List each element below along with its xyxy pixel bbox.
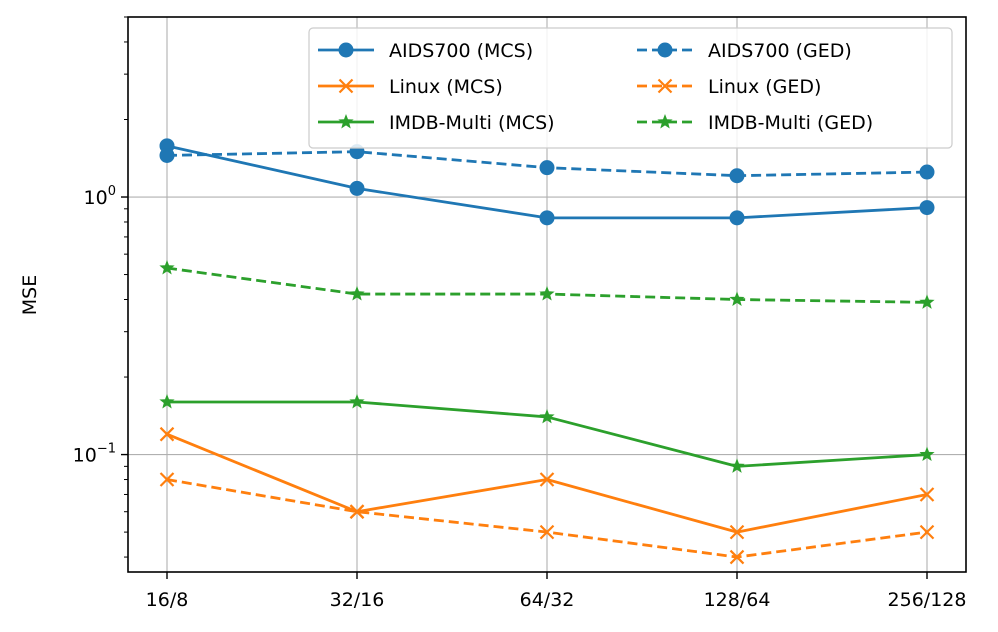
data-point	[729, 549, 745, 565]
data-point	[539, 524, 555, 540]
data-point	[539, 408, 555, 424]
data-point	[159, 426, 175, 442]
legend-label: AIDS700 (GED)	[708, 40, 852, 62]
legend-entry: Linux (MCS)	[318, 76, 503, 98]
y-tick-label: 10−1	[73, 442, 116, 467]
legend-entry: Linux (GED)	[637, 76, 821, 98]
data-point	[539, 210, 555, 226]
data-point	[919, 200, 935, 216]
legend-label: AIDS700 (MCS)	[389, 40, 533, 62]
data-point	[919, 524, 935, 540]
data-point	[338, 114, 354, 129]
data-point	[349, 504, 365, 519]
data-point	[338, 78, 354, 94]
legend-label: Linux (MCS)	[389, 76, 503, 98]
x-tick-label: 16/8	[146, 589, 189, 611]
y-axis-label: MSE	[19, 275, 41, 315]
data-point	[729, 524, 745, 540]
data-point	[729, 291, 745, 306]
series	[159, 138, 935, 226]
series	[159, 144, 935, 184]
data-point	[539, 160, 555, 176]
data-point	[338, 42, 354, 58]
series	[159, 472, 935, 565]
legend-entry: IMDB-Multi (MCS)	[318, 112, 555, 134]
axis-ticks: 16/8 32/16 64/32 128/64 256/128 100 10−1	[73, 16, 967, 611]
data-point	[919, 164, 935, 180]
legend: AIDS700 (MCS) Linux (MCS) IMDB-Multi (MCS)…	[308, 27, 953, 149]
series	[159, 394, 935, 473]
x-tick-label: 256/128	[888, 589, 967, 611]
data-point	[349, 180, 365, 196]
data-point	[657, 42, 673, 58]
legend-entry: AIDS700 (MCS)	[318, 40, 533, 62]
legend-label: Linux (GED)	[708, 76, 821, 98]
data-point	[657, 114, 673, 129]
data-point	[919, 446, 935, 462]
data-point	[159, 147, 175, 163]
legend-entry: AIDS700 (GED)	[637, 40, 852, 62]
data-point	[159, 260, 175, 275]
series	[159, 260, 935, 309]
data-point	[919, 294, 935, 309]
x-tick-label: 64/32	[520, 589, 575, 611]
legend-entry: IMDB-Multi (GED)	[637, 112, 873, 134]
data-point	[349, 286, 365, 301]
y-tick-label: 100	[84, 184, 116, 209]
data-point	[159, 394, 175, 409]
data-point	[349, 394, 365, 409]
data-point	[729, 458, 745, 473]
legend-label: IMDB-Multi (GED)	[708, 112, 873, 134]
data-point	[657, 78, 673, 94]
data-point	[539, 472, 555, 487]
x-tick-label: 32/16	[330, 589, 385, 611]
data-point	[539, 286, 555, 301]
data-point	[729, 210, 745, 226]
series-layer	[159, 138, 935, 565]
x-tick-label: 128/64	[704, 589, 771, 611]
legend-label: IMDB-Multi (MCS)	[389, 112, 555, 134]
data-point	[729, 168, 745, 184]
data-point	[919, 487, 935, 502]
legend-box	[308, 27, 953, 149]
data-point	[159, 472, 175, 487]
